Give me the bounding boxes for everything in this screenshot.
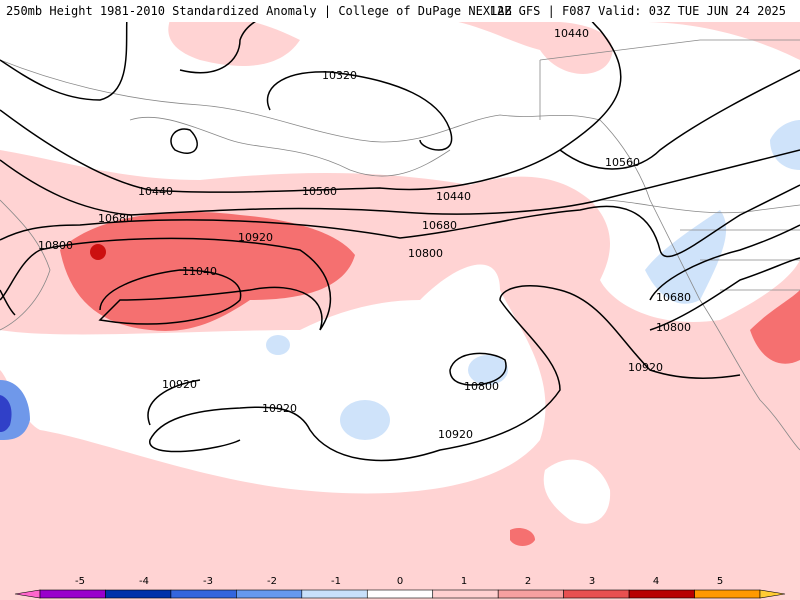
coastlines [0, 39, 800, 451]
contour-label: 10560 [605, 156, 640, 169]
title-bar: 250mb Height 1981-2010 Standardized Anom… [0, 0, 800, 22]
contour-label: 10440 [554, 27, 589, 40]
negative-anomaly-shading [266, 120, 800, 440]
colorbar-label: 4 [653, 576, 659, 587]
colorbar-label: -3 [203, 576, 213, 587]
contour-labels: 10440 10320 10440 10560 10440 10560 1068… [38, 27, 691, 441]
colorbar-segment [366, 589, 434, 599]
colorbar: -5 -4 -3 -2 -1 0 1 2 3 4 5 [14, 576, 786, 599]
contour-label: 10920 [628, 361, 663, 374]
colorbar-label: -5 [75, 576, 85, 587]
colorbar-segment [563, 589, 630, 599]
contour-label: 10800 [464, 380, 499, 393]
contour-label: 10800 [408, 247, 443, 260]
contour-label: 10560 [302, 185, 337, 198]
colorbar-max-arrow [759, 589, 786, 599]
colorbar-segment [497, 589, 564, 599]
contour-label: 10800 [656, 321, 691, 334]
colorbar-segment [236, 589, 303, 599]
colorbar-segment [301, 589, 368, 599]
contour-label: 10920 [262, 402, 297, 415]
colorbar-segment [170, 589, 237, 599]
neutral-regions [0, 264, 611, 524]
contour-label: 10440 [436, 190, 471, 203]
contour-label: 10800 [38, 239, 73, 252]
colorbar-label: -4 [139, 576, 149, 587]
colorbar-segment [628, 589, 695, 599]
contour-label: 10680 [422, 219, 457, 232]
contour-label: 10920 [162, 378, 197, 391]
colorbar-label: 5 [717, 576, 723, 587]
model-valid-time: 12Z GFS | F087 Valid: 03Z TUE JUN 24 202… [489, 4, 786, 18]
colorbar-label: -2 [267, 576, 277, 587]
strong-negative-anomaly [0, 380, 30, 440]
map-title: 250mb Height 1981-2010 Standardized Anom… [6, 4, 512, 18]
colorbar-segment [105, 589, 172, 599]
colorbar-segment [432, 589, 499, 599]
contour-label: 10680 [98, 212, 133, 225]
colorbar-label: 1 [461, 576, 467, 587]
contour-label: 11040 [182, 265, 217, 278]
colorbar-segment [694, 589, 761, 599]
contour-label: 10920 [238, 231, 273, 244]
colorbar-label: -1 [331, 576, 341, 587]
colorbar-label: 2 [525, 576, 531, 587]
extreme-positive-anomaly [90, 244, 106, 260]
height-contours [0, 0, 800, 462]
contour-label: 10440 [138, 185, 173, 198]
colorbar-label: 0 [397, 576, 403, 587]
colorbar-label: 3 [589, 576, 595, 587]
contour-label: 10680 [656, 291, 691, 304]
contour-label: 10320 [322, 69, 357, 82]
colorbar-segment [39, 589, 106, 599]
contour-label: 10920 [438, 428, 473, 441]
